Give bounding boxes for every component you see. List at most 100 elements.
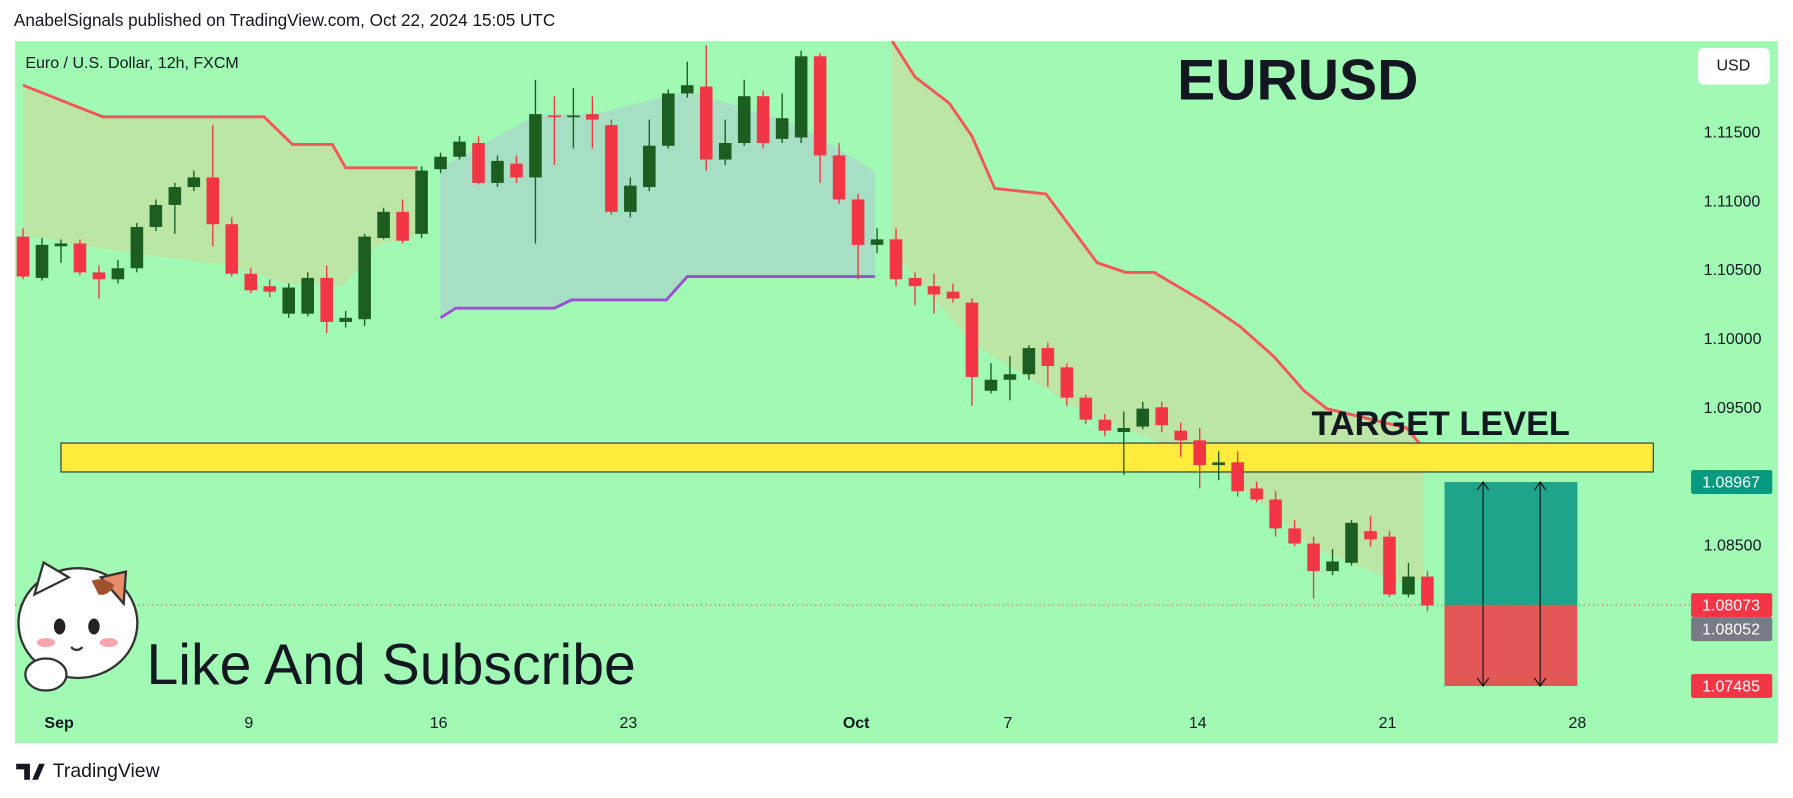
candle-body [1250, 488, 1263, 500]
currency-box[interactable] [1697, 48, 1770, 85]
candle-body [1022, 348, 1036, 375]
candle-body [1326, 561, 1339, 572]
candle-body [756, 96, 770, 144]
candle-body [168, 187, 182, 205]
y-tick-label: 1.08500 [1704, 538, 1762, 555]
candle-body [1345, 522, 1358, 563]
candle-body [282, 287, 296, 314]
candle-body [1307, 543, 1320, 572]
candle-body [510, 163, 523, 178]
candle-body [775, 118, 789, 139]
candle-body [870, 239, 884, 245]
candle-body [92, 272, 106, 280]
candle-body [1383, 536, 1396, 595]
candle-body [1231, 462, 1244, 492]
y-tick-label: 1.10500 [1704, 262, 1762, 279]
footer-brand: TradingView [53, 760, 161, 782]
y-tick-label: 1.11000 [1704, 193, 1761, 210]
candle-body [1060, 367, 1074, 398]
candle-body [1003, 374, 1017, 380]
candle-body [453, 141, 466, 157]
candle-body [301, 277, 314, 314]
candle-body [320, 277, 333, 322]
candle-body [1079, 397, 1093, 420]
price-label: 1.07485 [1702, 678, 1760, 695]
x-tick-label: 14 [1189, 715, 1207, 732]
x-tick-label: Sep [44, 715, 74, 732]
candle-body [567, 115, 580, 118]
y-tick-label: 1.11500 [1704, 125, 1761, 142]
plot-layer [15, 40, 1690, 687]
candle-body [244, 273, 258, 291]
candle-body [586, 114, 599, 120]
candle-body [149, 204, 163, 227]
candle-body [1174, 430, 1188, 441]
candle-body [718, 143, 732, 160]
indicator-line [891, 40, 1425, 450]
arrow-head [1533, 481, 1547, 687]
candle-body [851, 199, 865, 245]
currency[interactable]: USD [1716, 58, 1750, 75]
target-zone [60, 442, 1654, 473]
candle-body [965, 302, 979, 377]
y-tick-label: 1.09500 [1704, 400, 1762, 417]
caption: Like And Subscribe [147, 633, 636, 697]
candle-body [35, 244, 49, 278]
candle-body [548, 115, 561, 118]
candle-body [358, 236, 371, 320]
y-tick-label: 1.10000 [1704, 331, 1762, 348]
candle-body [908, 277, 922, 287]
candle-body [491, 160, 504, 183]
candle-body [225, 224, 239, 274]
candle-body [889, 239, 903, 280]
candle-body [1041, 348, 1055, 366]
arrow-head [1476, 481, 1490, 687]
candle-body [529, 114, 542, 178]
price-label-box [1691, 673, 1773, 699]
candle-body [415, 170, 428, 234]
candle-body [984, 379, 998, 391]
candle-body [624, 185, 637, 212]
candle-body [73, 243, 87, 273]
price-label-box [1691, 470, 1773, 495]
candle-body [206, 177, 220, 225]
candle-body [794, 56, 808, 138]
candle-body [605, 125, 618, 212]
price-label-box [1691, 593, 1773, 618]
candle-body [1136, 408, 1150, 427]
candle-body [54, 243, 68, 247]
candle-body [662, 93, 675, 146]
candle-body [643, 145, 656, 188]
candle-body [339, 317, 352, 322]
x-tick-label: 7 [1004, 715, 1013, 732]
candle-body [832, 155, 846, 200]
candle-body [396, 211, 409, 241]
candle-body [1402, 576, 1415, 595]
candle-body [472, 143, 485, 183]
candle-body [813, 56, 827, 156]
candle-body [680, 85, 694, 94]
cloud-fill [23, 85, 418, 286]
price-label: 1.08073 [1702, 597, 1760, 614]
indicator-line [439, 275, 876, 320]
cloud-fill [440, 93, 875, 318]
candle-body [1269, 499, 1282, 529]
symbol-info: Euro / U.S. Dollar, 12h, FXCM [25, 55, 238, 72]
indicator-line [22, 83, 418, 170]
position-target [1444, 482, 1578, 606]
candle-body [1421, 576, 1434, 606]
candle-body [377, 211, 390, 238]
candle-body [187, 177, 201, 188]
candle-body [1288, 528, 1301, 544]
x-tick-label: 28 [1568, 715, 1586, 732]
candle-body [263, 286, 277, 292]
position-stop [1444, 605, 1578, 687]
candle-body [737, 96, 751, 144]
candle-body [1117, 427, 1131, 433]
price-label: 1.08967 [1702, 474, 1760, 491]
price-label: 1.08052 [1702, 621, 1760, 638]
price-label-box [1691, 617, 1773, 642]
candle-body [927, 286, 941, 295]
